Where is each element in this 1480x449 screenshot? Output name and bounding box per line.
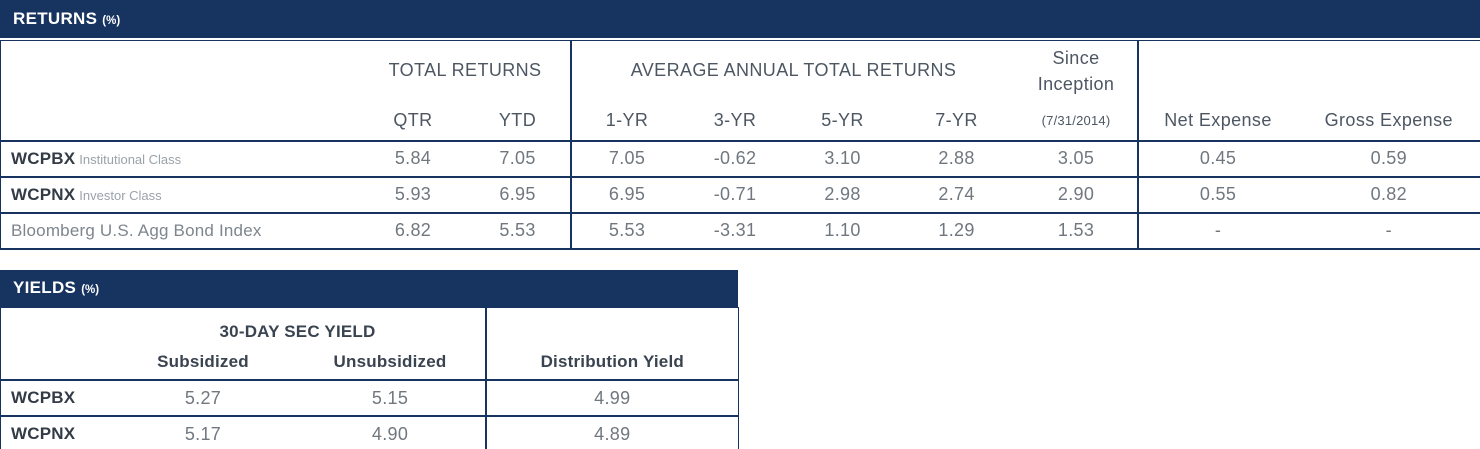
empty-corner-cell <box>1 41 361 101</box>
col-header-inception-date: (7/31/2014) <box>1015 100 1139 141</box>
col-header-net-expense: Net Expense <box>1164 109 1272 130</box>
since-inception-line1: Since <box>1052 47 1100 68</box>
table-row: WCPNX Investor Class 5.93 6.95 6.95 -0.71… <box>0 176 1480 213</box>
col-header-5yr: 5-YR <box>821 109 864 130</box>
col-header-distribution-yield: Distribution Yield <box>540 351 684 371</box>
col-header-1yr: 1-YR <box>605 109 649 130</box>
fund-label-cell: WCPBX <box>1 380 111 416</box>
cell-gross-expense: 0.59 <box>1370 148 1407 168</box>
cell-since-inception: 1.53 <box>1015 212 1139 249</box>
cell-gross-expense: 0.82 <box>1370 184 1407 204</box>
distribution-group-spacer <box>486 307 739 344</box>
col-header-3yr: 3-YR <box>713 109 757 130</box>
cell-net-expense: 0.55 <box>1199 184 1237 204</box>
cell-5yr: 3.10 <box>824 148 861 168</box>
returns-title: RETURNS <box>13 9 98 28</box>
cell-net-expense: - <box>1214 220 1222 240</box>
fund-ticker: WCPNX <box>11 184 76 204</box>
yields-section-header: YIELDS (%) <box>0 269 738 307</box>
cell-unsubsidized: 4.90 <box>295 416 487 449</box>
sec-yield-group-header: 30-DAY SEC YIELD <box>110 307 487 344</box>
since-inception-header: Since Inception <box>1015 40 1139 101</box>
empty-label-cell <box>1 101 361 141</box>
cell-1yr: 5.53 <box>608 220 646 240</box>
cell-3yr: -0.62 <box>713 148 757 168</box>
index-name: Bloomberg U.S. Agg Bond Index <box>11 220 262 240</box>
table-row: WCPBX Institutional Class 5.84 7.05 7.05 … <box>0 140 1480 177</box>
table-row: WCPNX 5.17 4.90 4.89 <box>0 416 739 449</box>
fund-label-cell: WCPNX Investor Class <box>1 177 361 213</box>
yields-title: YIELDS <box>13 278 77 297</box>
table-row: Bloomberg U.S. Agg Bond Index 6.82 5.53 … <box>0 212 1480 249</box>
cell-distribution-yield: 4.99 <box>594 387 631 408</box>
col-header-ytd: YTD <box>465 100 572 141</box>
index-label-cell: Bloomberg U.S. Agg Bond Index <box>1 213 361 249</box>
cell-7yr: 2.88 <box>938 148 975 168</box>
cell-ytd: 6.95 <box>465 176 572 213</box>
cell-1yr: 6.95 <box>608 184 646 204</box>
col-header-7yr: 7-YR <box>935 109 978 130</box>
cell-subsidized: 5.27 <box>184 387 222 408</box>
col-header-subsidized: Subsidized <box>157 351 249 371</box>
fund-ticker: WCPBX <box>11 148 76 168</box>
fund-ticker: WCPBX <box>11 388 76 407</box>
since-inception-line2: Inception <box>1037 73 1115 94</box>
returns-column-header-row: QTR YTD 1-YR 3-YR 5-YR 7-YR (7/31/2014) … <box>1 100 1480 141</box>
yields-column-header-row: Subsidized Unsubsidized Distribution Yie… <box>1 344 739 380</box>
cell-since-inception: 3.05 <box>1015 140 1139 177</box>
cell-7yr: 2.74 <box>938 184 975 204</box>
yields-section: YIELDS (%) 30-DAY SEC YIELD Subsidized U… <box>0 269 740 449</box>
cell-ytd: 7.05 <box>465 140 572 177</box>
cell-5yr: 2.98 <box>824 184 861 204</box>
empty-label-cell <box>1 344 111 380</box>
expense-group-spacer <box>1138 41 1480 101</box>
fund-share-class: Investor Class <box>79 187 162 203</box>
cell-distribution-yield: 4.89 <box>594 423 631 444</box>
col-header-qtr: QTR <box>393 109 433 130</box>
yields-group-header-row: 30-DAY SEC YIELD <box>1 307 739 344</box>
returns-title-percent: (%) <box>102 14 121 27</box>
cell-subsidized: 5.17 <box>184 423 222 444</box>
cell-qtr: 5.93 <box>394 184 432 204</box>
table-row: WCPBX 5.27 5.15 4.99 <box>0 380 739 416</box>
yields-title-percent: (%) <box>81 283 100 296</box>
col-header-unsubsidized: Unsubsidized <box>295 344 487 380</box>
cell-3yr: -3.31 <box>713 220 757 240</box>
returns-section-header: RETURNS (%) <box>0 0 1480 38</box>
empty-corner-cell <box>1 307 111 344</box>
col-header-gross-expense: Gross Expense <box>1324 109 1453 130</box>
cell-ytd: 5.53 <box>465 212 572 249</box>
cell-qtr: 5.84 <box>394 148 432 168</box>
fund-ticker: WCPNX <box>11 424 76 443</box>
returns-group-header-row: TOTAL RETURNS AVERAGE ANNUAL TOTAL RETUR… <box>1 40 1480 101</box>
cell-since-inception: 2.90 <box>1015 176 1139 213</box>
cell-7yr: 1.29 <box>938 220 975 240</box>
fund-share-class: Institutional Class <box>79 151 182 167</box>
cell-net-expense: 0.45 <box>1199 148 1237 168</box>
cell-unsubsidized: 5.15 <box>295 380 487 416</box>
cell-qtr: 6.82 <box>394 220 432 240</box>
returns-table: TOTAL RETURNS AVERAGE ANNUAL TOTAL RETUR… <box>0 40 1480 250</box>
cell-3yr: -0.71 <box>713 184 757 204</box>
yields-table: 30-DAY SEC YIELD Subsidized Unsubsidized… <box>0 306 740 449</box>
cell-1yr: 7.05 <box>608 148 646 168</box>
cell-gross-expense: - <box>1385 220 1392 240</box>
avg-annual-group-header: AVERAGE ANNUAL TOTAL RETURNS <box>630 60 957 81</box>
cell-5yr: 1.10 <box>824 220 861 240</box>
fund-label-cell: WCPNX <box>1 416 111 449</box>
total-returns-group-header: TOTAL RETURNS <box>360 40 572 101</box>
fund-label-cell: WCPBX Institutional Class <box>1 141 361 177</box>
